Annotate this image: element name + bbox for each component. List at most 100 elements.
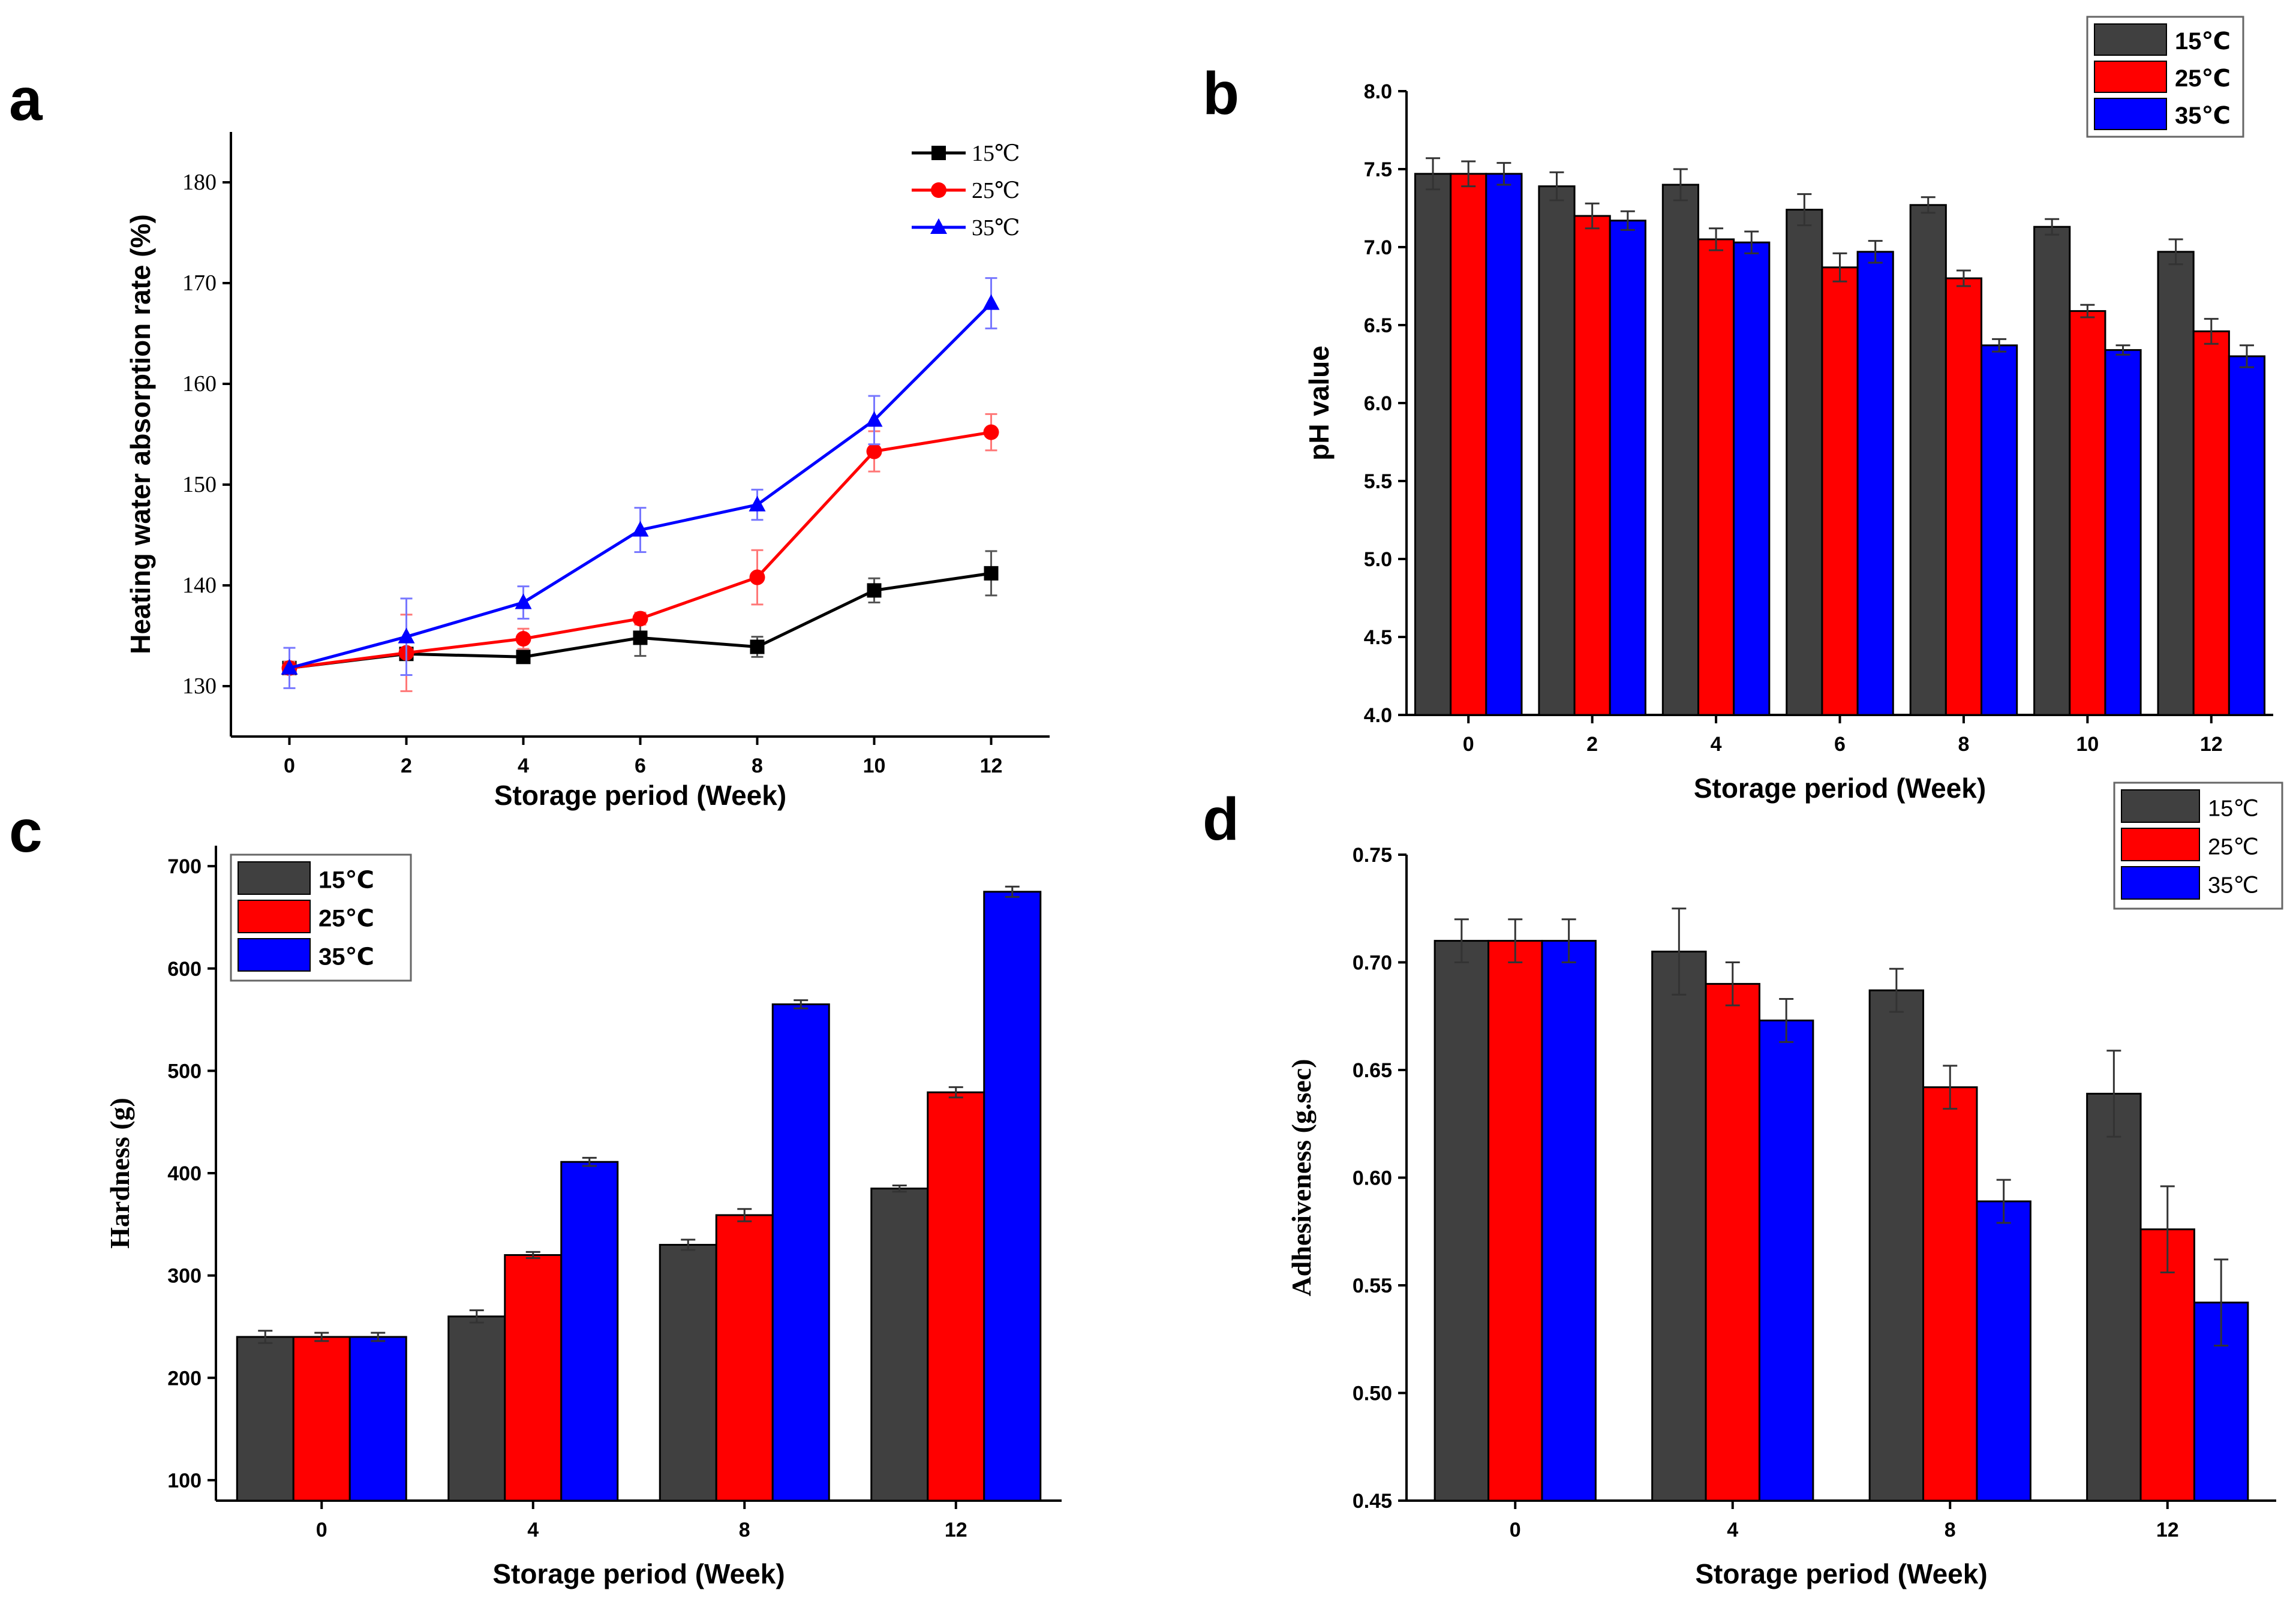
series-1 [1414, 157, 2195, 716]
y-tick-label: 5.5 [1364, 470, 1392, 493]
bar [447, 1315, 506, 1502]
x-tick-label: 8 [752, 755, 763, 777]
panel-letter: c [9, 798, 43, 865]
data-point [516, 650, 531, 665]
legend-swatch [2121, 828, 2200, 861]
y-tick-label: 160 [182, 371, 217, 396]
series-3 [1485, 162, 2266, 716]
panel-letter: d [1203, 786, 1239, 853]
data-point [984, 566, 999, 581]
y-tick-label: 4.0 [1364, 704, 1392, 727]
x-tick-label: 4 [527, 1519, 539, 1541]
y-tick-label: 170 [182, 270, 217, 296]
bar [1868, 989, 1925, 1502]
x-tick-label: 2 [401, 755, 412, 777]
x-tick-label: 12 [2200, 733, 2223, 756]
legend-label: 25℃ [2208, 835, 2259, 860]
x-tick-label: 0 [284, 755, 295, 777]
legend-label: 25℃ [972, 178, 1020, 203]
y-tick-label: 500 [167, 1060, 202, 1083]
y-tick-label: 100 [167, 1469, 202, 1492]
legend: 15℃ 25℃ 35℃ [2086, 16, 2244, 138]
y-tick-label: 150 [182, 472, 217, 497]
data-point [281, 659, 298, 675]
legend-label: 15℃ [318, 867, 374, 894]
series-3 [281, 277, 1000, 689]
y-axis-title: Hardness (g) [104, 1098, 135, 1249]
bar [1450, 173, 1487, 716]
bar [2104, 349, 2142, 716]
bar [1651, 951, 1707, 1502]
panel-letter: b [1203, 60, 1239, 127]
bar [2192, 330, 2230, 716]
y-tick-label: 0.55 [1353, 1275, 1392, 1297]
panel-letter: a [9, 66, 43, 133]
data-point [749, 495, 766, 512]
y-tick-label: 0.65 [1353, 1059, 1392, 1082]
series-2 [1487, 918, 2195, 1502]
bar [1573, 215, 1611, 716]
bar [1786, 209, 1823, 716]
data-point [982, 294, 1000, 310]
bar [1538, 185, 1576, 716]
data-point [632, 611, 648, 627]
series-3 [1541, 918, 2249, 1502]
data-point [515, 593, 532, 609]
legend-marker [931, 182, 946, 198]
data-point [632, 521, 649, 537]
y-tick-label: 0.45 [1353, 1490, 1392, 1513]
bar [1733, 241, 1771, 716]
legend-label: 25℃ [318, 906, 374, 932]
x-tick-label: 12 [945, 1519, 967, 1541]
legend: 15℃ 25℃ 35℃ [912, 141, 1020, 241]
bar [1487, 940, 1543, 1502]
bar [348, 1336, 407, 1502]
bar [1922, 1086, 1978, 1502]
y-tick-label: 130 [182, 674, 217, 699]
panel-c: c 100 200 300 400 500 600 700 0 4 8 12 Storage perio… [9, 798, 1062, 1589]
series-2 [292, 1086, 985, 1502]
data-point [866, 443, 882, 459]
bar [1697, 238, 1735, 716]
data-point [633, 630, 648, 645]
x-tick-label: 8 [739, 1519, 750, 1541]
legend-label: 15℃ [2208, 797, 2259, 822]
y-tick-label: 6.5 [1364, 314, 1392, 337]
series-3 [348, 885, 1042, 1502]
legend-label: 25℃ [2175, 65, 2231, 92]
bar [927, 1091, 985, 1502]
bar [2139, 1228, 2195, 1502]
y-tick-label: 0.75 [1353, 844, 1392, 867]
bar [659, 1243, 717, 1502]
x-axis-title: Storage period (Week) [494, 780, 786, 811]
y-axis-title: Adhesiveness (g.sec) [1286, 1059, 1317, 1296]
bar [1541, 940, 1597, 1502]
legend-swatch [2121, 866, 2200, 900]
x-tick-label: 10 [2076, 733, 2099, 756]
data-point [749, 569, 765, 585]
y-tick-label: 6.0 [1364, 392, 1392, 415]
bar [560, 1161, 619, 1502]
x-tick-label: 0 [1463, 733, 1474, 756]
bar [2086, 1092, 2142, 1502]
bar [1945, 277, 1983, 716]
bar [1609, 220, 1646, 716]
x-tick-label: 12 [980, 755, 1003, 777]
legend-label: 35℃ [2175, 103, 2231, 129]
bar [1821, 266, 1859, 716]
bar [1758, 1019, 1814, 1502]
y-tick-label: 400 [167, 1162, 202, 1185]
x-axis-title: Storage period (Week) [492, 1558, 785, 1589]
panel-b: b 4.0 4.5 5.0 5.5 6.0 6.5 7.0 7.5 8.0 0 2 4 6 8 10 12 Sto… [1203, 16, 2273, 804]
bar [1909, 204, 1947, 716]
bar [1705, 982, 1760, 1502]
data-point [750, 639, 765, 654]
x-tick-label: 12 [2156, 1519, 2179, 1541]
bar [1485, 173, 1523, 716]
bar [715, 1214, 774, 1502]
y-axis-title: pH value [1303, 345, 1335, 461]
y-tick-label: 5.0 [1364, 548, 1392, 571]
y-tick-label: 0.70 [1353, 952, 1392, 975]
y-tick-label: 200 [167, 1367, 202, 1390]
